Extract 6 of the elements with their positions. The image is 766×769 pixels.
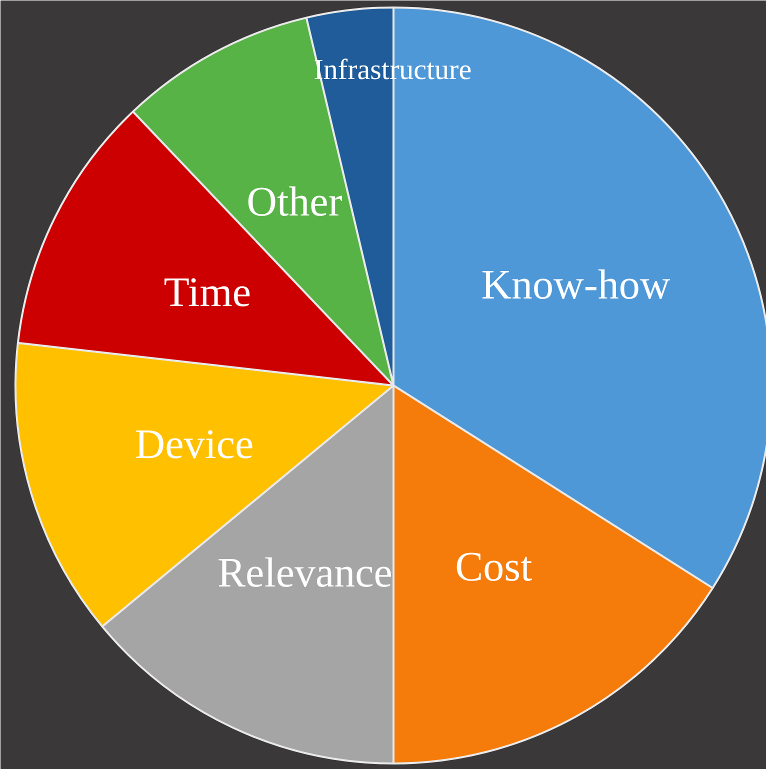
slice-label: Know-how xyxy=(481,262,671,308)
slice-label: Other xyxy=(246,180,342,226)
slice-label: Relevance xyxy=(218,550,392,597)
slice-label: Cost xyxy=(455,544,532,591)
slice-label: Time xyxy=(164,270,251,316)
slice-label: Device xyxy=(134,422,254,468)
